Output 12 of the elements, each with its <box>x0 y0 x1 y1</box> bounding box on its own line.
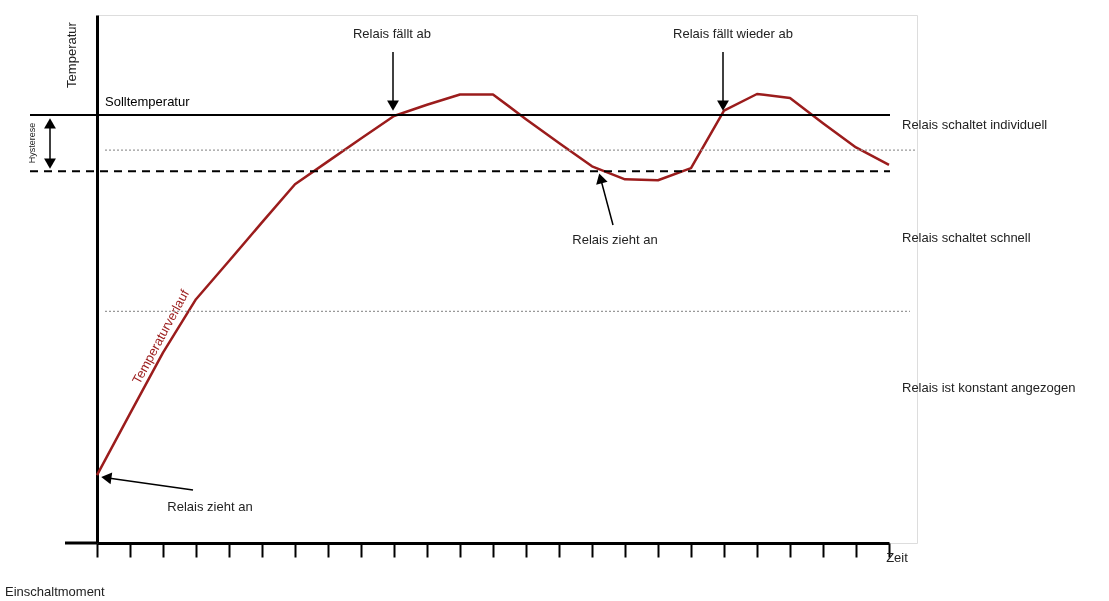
annotation: Relais ist konstant angezogen <box>902 380 1076 395</box>
annotation: Relais schaltet schnell <box>902 230 1031 245</box>
y-axis-title: Temperatur <box>64 21 79 88</box>
annotation: Relais schaltet individuell <box>902 117 1048 132</box>
ref-line-label: Solltemperatur <box>105 94 191 110</box>
text: Hysterese <box>27 122 37 164</box>
text: Einschaltmoment <box>5 584 106 599</box>
annotation: Relais zieht an <box>167 499 253 514</box>
x-axis-title: Zeit <box>886 550 909 565</box>
annotation: Relais zieht an <box>572 232 658 247</box>
text: Relais fällt wieder ab <box>673 26 793 41</box>
text: Relais fällt ab <box>352 26 432 41</box>
